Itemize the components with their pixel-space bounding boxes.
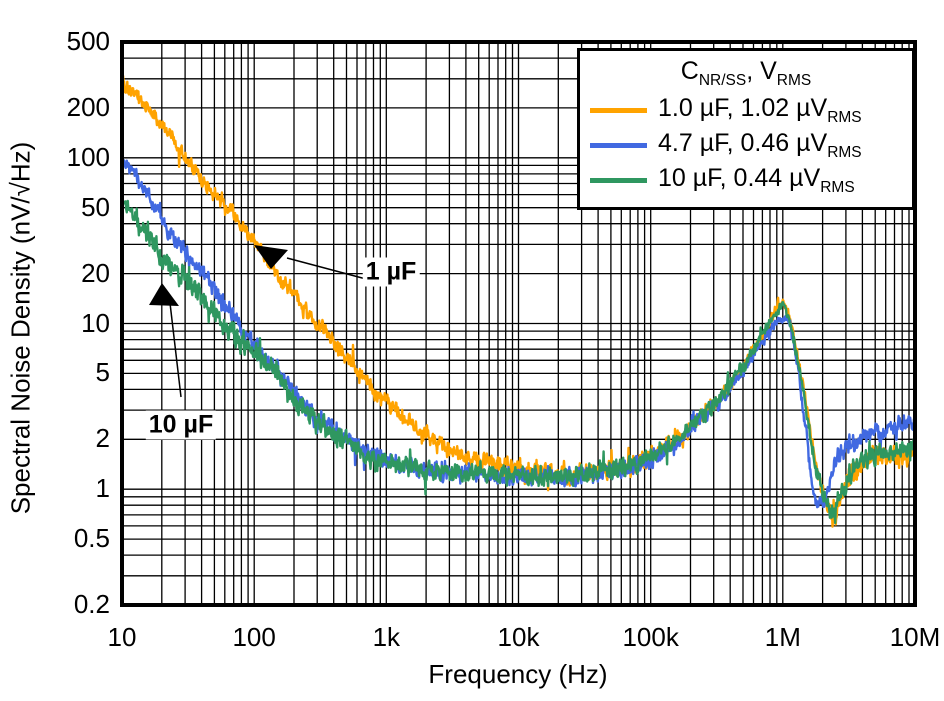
annotation-leader-0 [286, 257, 367, 280]
grid-lines [121, 41, 916, 606]
legend: CNR/SS, VRMS 1.0 µF, 1.02 µVRMS 4.7 µF, … [577, 48, 915, 210]
legend-label-1uF: 1.0 µF, 1.02 µVRMS [658, 94, 862, 126]
annotation-10uF: 10 µF [145, 410, 217, 440]
legend-entry-10uF: 10 µF, 0.44 µVRMS [580, 163, 912, 198]
y-tick-label: 50 [81, 191, 110, 222]
legend-title: CNR/SS, VRMS [680, 57, 812, 89]
y-tick-label: 100 [66, 141, 110, 172]
y-tick-label: 0.2 [73, 588, 110, 619]
y-tick-label: 5 [95, 357, 110, 388]
x-tick-label: 100k [622, 622, 679, 652]
y-tick-label: 1 [95, 473, 110, 504]
legend-label-10uF: 10 µF, 0.44 µVRMS [658, 164, 855, 196]
legend-entry-1uF: 1.0 µF, 1.02 µVRMS [580, 93, 912, 128]
plot-frame [120, 40, 917, 607]
legend-swatch-1uF [590, 108, 647, 113]
y-tick-label: 10 [81, 307, 110, 338]
legend-swatch-10uF [590, 178, 647, 183]
y-tick-label: 200 [66, 91, 110, 122]
annotation-1uF: 1 µF [362, 257, 420, 287]
legend-swatch-4.7uF [590, 143, 647, 148]
trace-10-F-0.44-VRMS [121, 192, 916, 525]
x-axis-title: Frequency (Hz) [428, 659, 608, 689]
annotation-arrowhead-0 [254, 245, 288, 269]
trace-4.7-F-0.46-VRMS [121, 157, 916, 509]
x-tick-label: 1M [764, 622, 801, 652]
y-tick-label: 2 [95, 423, 110, 454]
legend-rows: 1.0 µF, 1.02 µVRMS 4.7 µF, 0.46 µVRMS 10… [580, 93, 912, 198]
annotation-leader-1 [169, 302, 182, 398]
y-tick-label: 20 [81, 257, 110, 288]
traces [121, 74, 916, 528]
x-tick-label: 10M [889, 622, 941, 652]
legend-entry-4.7uF: 4.7 µF, 0.46 µVRMS [580, 128, 912, 163]
annotation-arrowhead-1 [149, 283, 179, 306]
legend-label-4.7uF: 4.7 µF, 0.46 µVRMS [658, 129, 862, 161]
y-tick-label: 500 [66, 25, 110, 56]
x-tick-label: 10 [107, 622, 137, 652]
y-tick-label: 0.5 [73, 522, 110, 553]
x-tick-label: 100 [232, 622, 276, 652]
x-tick-label: 1k [372, 622, 401, 652]
x-tick-label: 10k [497, 622, 540, 652]
